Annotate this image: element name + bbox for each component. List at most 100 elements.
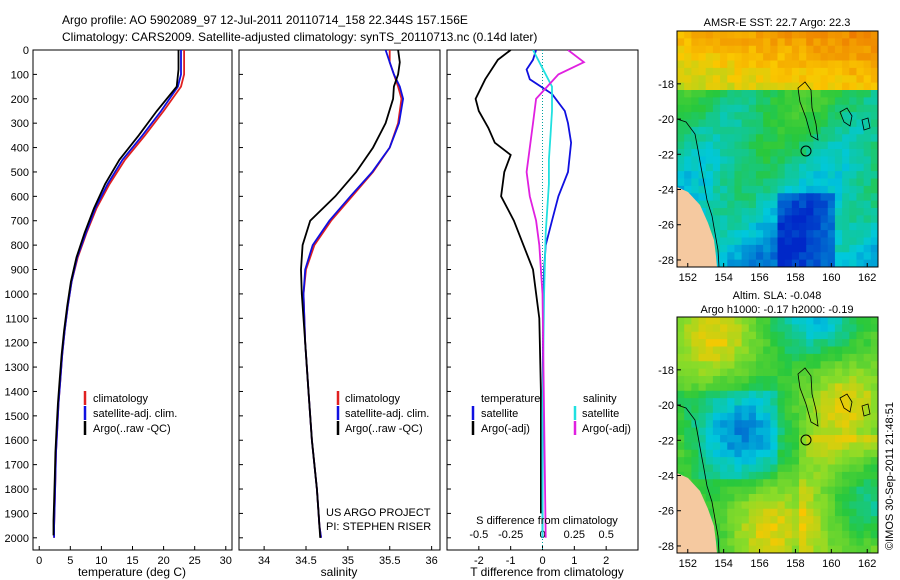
map-cell [770, 479, 779, 488]
map-cell [748, 523, 757, 532]
legend-title-salinity: salinity [583, 393, 617, 405]
map-cell [842, 67, 850, 76]
x-tick-label: 15 [126, 555, 138, 567]
map-cell [856, 171, 865, 180]
map-cell [734, 119, 743, 128]
map-cell [684, 339, 692, 348]
map-cell [799, 530, 807, 539]
map-cell [748, 104, 757, 113]
map-cell [870, 200, 878, 209]
map-cell [770, 464, 779, 473]
map-cell [827, 412, 836, 421]
map-cell [705, 449, 714, 458]
map-cell [834, 163, 843, 172]
map-cell [691, 60, 700, 69]
map-cell [763, 353, 771, 362]
map-cell [755, 193, 764, 202]
map-cell [755, 141, 764, 150]
map-cell [734, 486, 743, 495]
map-cell [727, 141, 736, 150]
map-cell [870, 38, 878, 47]
map-cell [748, 353, 757, 362]
map-cell [763, 390, 771, 399]
map-cell [684, 90, 692, 98]
map-cell [827, 31, 836, 39]
map-cell [777, 90, 786, 98]
map-cell [863, 252, 872, 261]
map-cell [820, 538, 829, 547]
land-mask [677, 473, 717, 553]
map-cell [770, 45, 779, 54]
map-cell [820, 60, 829, 69]
map-cell [734, 171, 743, 180]
map-cell [727, 442, 736, 451]
map-cell [684, 420, 692, 429]
map-cell [734, 193, 743, 202]
map-cell [691, 171, 700, 180]
map-cell [770, 90, 779, 98]
map-cell [698, 317, 707, 325]
map-cell [842, 368, 850, 377]
map-cell [849, 361, 858, 370]
map-cell [856, 82, 865, 91]
map-cell [720, 449, 728, 458]
map-cell [849, 31, 858, 39]
map-cell [727, 134, 736, 143]
map-cell [720, 149, 728, 157]
map-cell [770, 149, 779, 157]
map-cell [677, 368, 685, 377]
map-cell [720, 317, 728, 325]
map-cell [763, 215, 771, 224]
map-cell [870, 60, 878, 69]
map-cell [763, 112, 771, 121]
map-cell [727, 208, 736, 216]
map-cell [842, 412, 850, 421]
map-cell [684, 82, 692, 91]
map-cell [712, 178, 721, 187]
map-cell [806, 112, 814, 121]
map-cell [705, 508, 714, 517]
map-cell [727, 317, 736, 325]
map-cell [820, 317, 829, 325]
map-cell [806, 361, 814, 370]
map-cell [734, 38, 743, 47]
map-cell [777, 479, 786, 488]
map-cell [791, 185, 800, 194]
map-cell [870, 31, 878, 39]
map-cell [813, 538, 822, 547]
map-cell [820, 45, 829, 54]
map-cell [763, 171, 771, 180]
map-cell [763, 383, 771, 392]
map-cell [834, 97, 843, 106]
map-cell [799, 90, 807, 98]
map-cell [763, 185, 771, 194]
map-cell [705, 200, 714, 209]
depth-tick-label: 300 [11, 118, 29, 130]
map-cell [763, 457, 771, 466]
map-cell [870, 230, 878, 239]
map-cell [791, 134, 800, 143]
map-cell [720, 230, 728, 239]
map-cell [863, 230, 872, 239]
map-cell [791, 60, 800, 69]
map-cell [777, 427, 786, 436]
map-cell [827, 67, 836, 76]
map-cell [784, 67, 793, 76]
map-cell [755, 171, 764, 180]
map-cell [863, 523, 872, 532]
map-cell [870, 427, 878, 436]
map-cell [834, 420, 843, 429]
map-cell [813, 237, 822, 246]
map-cell [834, 252, 843, 261]
map-cell [842, 237, 850, 246]
s-scale-label: -0.5 [469, 529, 488, 541]
map-cell [834, 141, 843, 150]
map-cell [834, 45, 843, 54]
map-cell [777, 383, 786, 392]
map-cell [770, 134, 779, 143]
depth-tick-label: 1700 [5, 460, 29, 472]
map-cell [820, 82, 829, 91]
map-cell [827, 149, 836, 157]
map-cell [806, 222, 814, 231]
map-cell [791, 38, 800, 47]
